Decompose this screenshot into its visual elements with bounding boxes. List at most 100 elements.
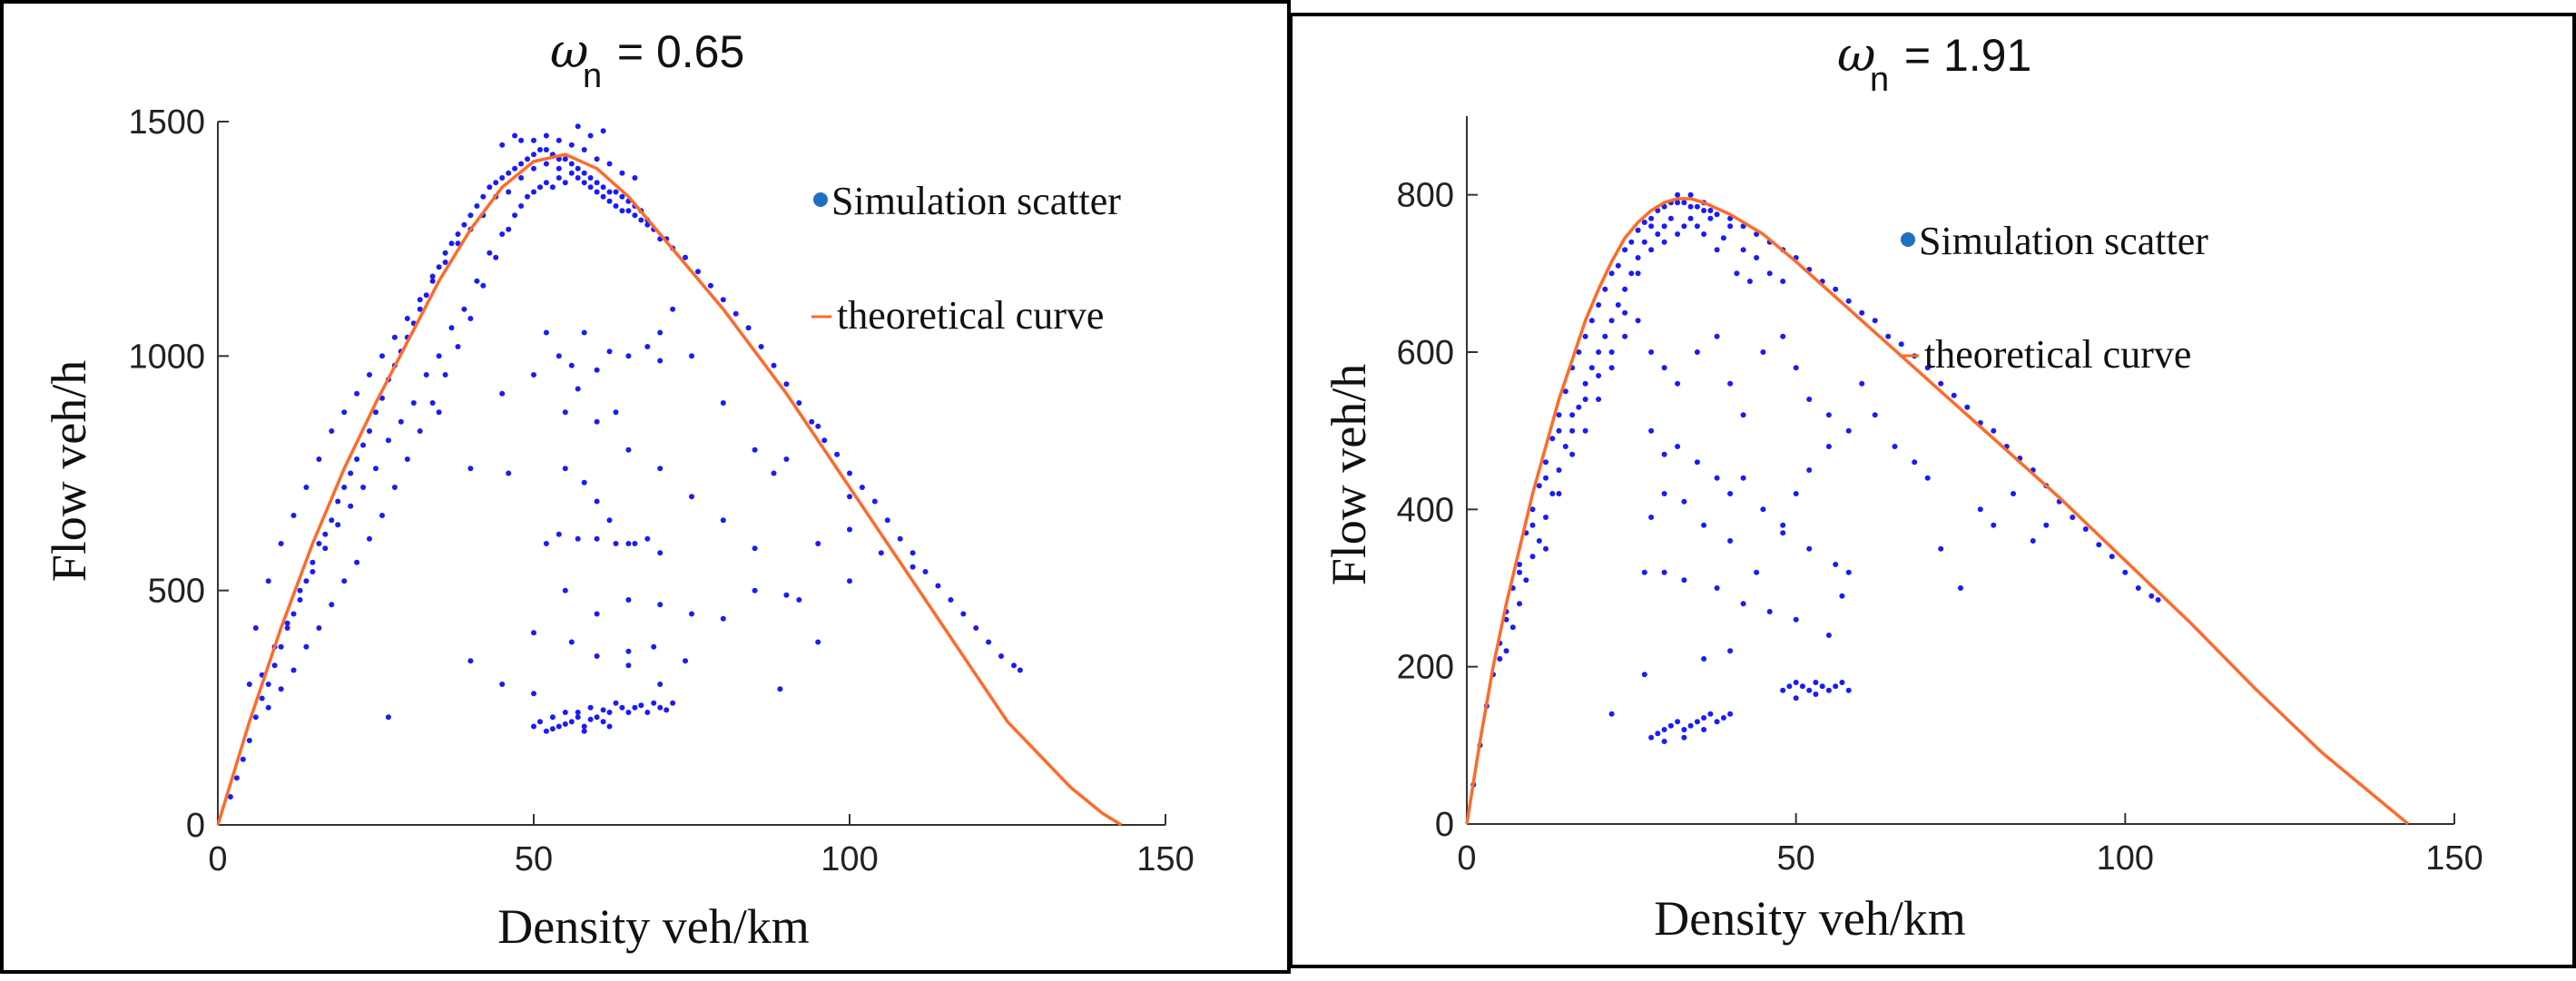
left-scatter-point bbox=[322, 531, 329, 537]
left-scatter-point bbox=[689, 494, 694, 500]
left-scatter-point bbox=[575, 535, 581, 542]
left-scatter-point bbox=[335, 498, 341, 505]
right-title-symbol: ω bbox=[1837, 28, 1875, 83]
left-scatter-point bbox=[575, 123, 581, 130]
right-scatter-point bbox=[1569, 412, 1576, 418]
right-scatter-point bbox=[1740, 412, 1746, 418]
left-scatter-point bbox=[581, 479, 587, 486]
left-scatter-point bbox=[341, 578, 348, 584]
left-scatter-point bbox=[594, 180, 600, 186]
left-scatter-point bbox=[348, 470, 354, 476]
left-scatter-point bbox=[575, 386, 581, 392]
left-scatter-point bbox=[493, 180, 499, 186]
right-scatter-point bbox=[1754, 569, 1760, 575]
left-scatter-point bbox=[594, 535, 600, 542]
left-scatter-point bbox=[909, 550, 916, 556]
left-scatter-point bbox=[771, 470, 777, 476]
left-scatter-point bbox=[568, 170, 575, 176]
right-scatter-point bbox=[1529, 506, 1536, 513]
left-scatter-point bbox=[506, 470, 512, 476]
right-scatter-point bbox=[1622, 333, 1628, 339]
left-scatter-point bbox=[777, 686, 783, 692]
left-scatter-point bbox=[752, 587, 758, 594]
left-scatter-point bbox=[575, 714, 581, 721]
right-scatter-point bbox=[1799, 683, 1805, 690]
left-scatter-point bbox=[657, 602, 664, 608]
right-scatter-point bbox=[1780, 530, 1786, 536]
right-scatter-point bbox=[1687, 191, 1694, 198]
right-scatter-point bbox=[1681, 734, 1687, 741]
right-scatter-point bbox=[1661, 739, 1667, 744]
left-scatter-point bbox=[897, 535, 903, 542]
right-scatter-point bbox=[1694, 203, 1700, 210]
right-scatter-point bbox=[2070, 515, 2076, 520]
left-scatter-point bbox=[543, 329, 549, 336]
right-scatter-point bbox=[1833, 562, 1839, 567]
right-y-tick-label: 0 bbox=[1435, 806, 1454, 844]
right-scatter-point bbox=[2122, 569, 2129, 575]
left-scatter-point bbox=[625, 710, 632, 715]
right-scatter-point bbox=[1885, 333, 1892, 339]
left-scatter-point bbox=[556, 175, 562, 181]
left-scatter-point bbox=[657, 550, 664, 556]
left-scatter-point bbox=[518, 175, 525, 181]
left-scatter-point bbox=[499, 682, 506, 687]
left-scatter-point bbox=[360, 485, 367, 490]
left-scatter-point bbox=[606, 710, 613, 715]
left-scatter-point bbox=[423, 292, 429, 299]
left-scatter-point bbox=[233, 775, 240, 781]
left-scatter-point bbox=[316, 541, 322, 546]
right-scatter-point bbox=[1529, 554, 1536, 560]
left-scatter-point bbox=[960, 611, 967, 617]
left-scatter-point bbox=[664, 707, 670, 713]
left-scatter-point bbox=[568, 161, 575, 167]
right-scatter-point bbox=[1543, 545, 1549, 552]
left-scatter-point bbox=[809, 418, 815, 425]
left-scatter-point bbox=[543, 132, 549, 139]
left-scatter-point bbox=[771, 362, 777, 368]
left-scatter-point bbox=[606, 189, 613, 195]
left-scatter-point bbox=[815, 541, 821, 546]
right-scatter-point bbox=[1780, 333, 1786, 339]
right-x-axis-label: Density veh/km bbox=[1654, 891, 1965, 946]
left-scatter-point bbox=[341, 409, 348, 416]
left-scatter-point bbox=[859, 485, 865, 490]
left-scatter-point bbox=[278, 686, 284, 692]
left-scatter-point bbox=[834, 451, 841, 457]
left-scatter-point bbox=[562, 710, 568, 715]
right-scatter-point bbox=[2011, 491, 2016, 496]
right-scatter-point bbox=[1596, 302, 1602, 308]
right-scatter-point bbox=[1780, 522, 1786, 528]
left-scatter-point bbox=[986, 639, 992, 645]
left-scatter-point bbox=[752, 446, 758, 453]
left-scatter-point bbox=[240, 756, 246, 762]
left-scatter-point bbox=[448, 325, 455, 331]
left-scatter-point bbox=[549, 184, 556, 191]
left-scatter-point bbox=[935, 583, 941, 589]
left-scatter-point bbox=[252, 714, 259, 721]
right-scatter-point bbox=[1517, 569, 1522, 575]
right-scatter-point bbox=[1938, 380, 1944, 387]
left-scatter-point bbox=[367, 535, 372, 542]
left-scatter-point bbox=[562, 156, 568, 162]
left-scatter-point bbox=[271, 662, 278, 669]
left-scatter-point bbox=[543, 541, 549, 546]
right-scatter-point bbox=[1576, 349, 1582, 355]
right-scatter-point bbox=[1556, 427, 1562, 434]
left-scatter-point bbox=[461, 306, 467, 312]
right-scatter-point bbox=[1754, 255, 1760, 260]
right-scatter-point bbox=[1991, 522, 1997, 528]
left-scatter-point bbox=[512, 165, 518, 172]
right-scatter-point bbox=[2043, 522, 2050, 528]
left-scatter-point bbox=[619, 193, 625, 200]
left-scatter-point bbox=[594, 189, 600, 195]
right-scatter-point bbox=[1556, 467, 1562, 473]
left-scatter-point bbox=[391, 334, 398, 340]
right-scatter-point bbox=[1872, 318, 1878, 324]
left-scatter-point bbox=[581, 329, 587, 336]
right-scatter-point bbox=[1517, 562, 1522, 567]
right-scatter-point bbox=[1596, 397, 1602, 402]
left-scatter-point bbox=[625, 541, 632, 546]
right-scatter-point bbox=[1720, 715, 1726, 721]
right-scatter-point bbox=[1687, 203, 1694, 210]
